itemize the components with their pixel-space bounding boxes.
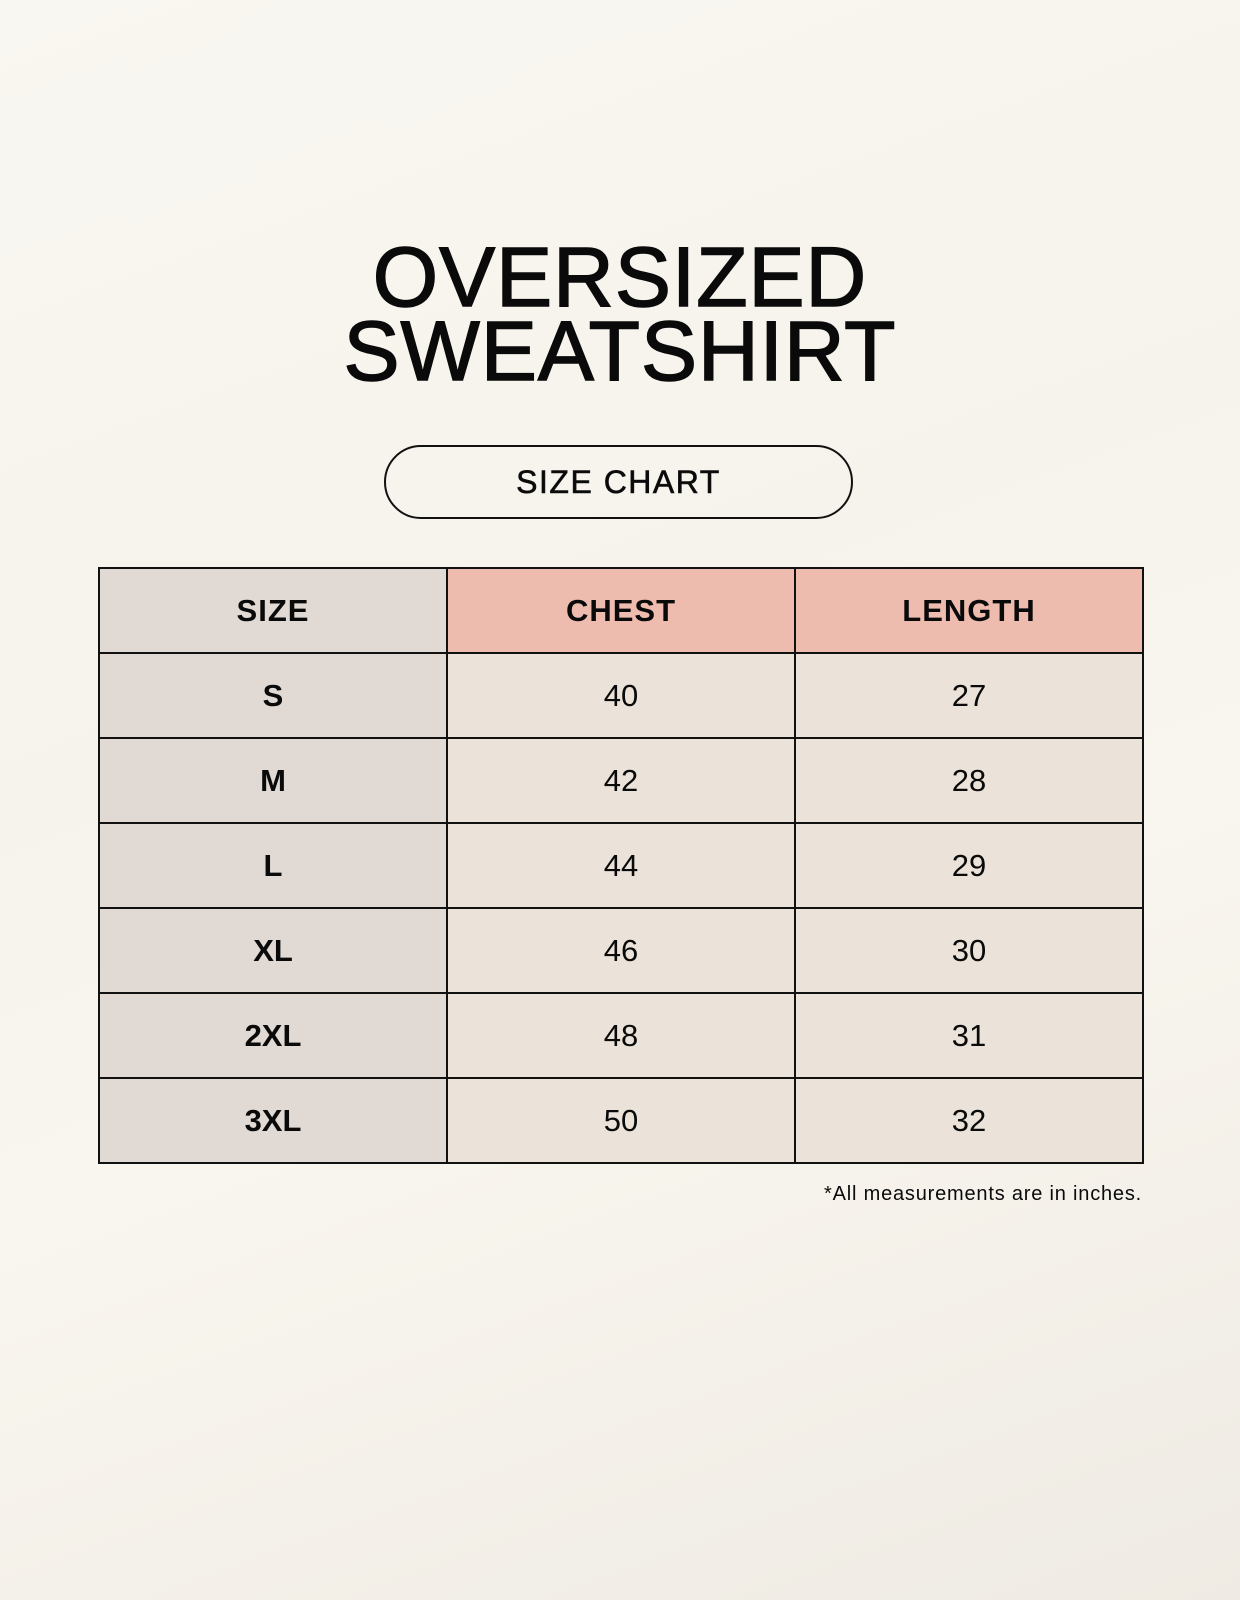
cell-length: 31	[794, 992, 1144, 1079]
page-title: OVERSIZED SWEATSHIRT	[0, 230, 1240, 398]
cell-size: 2XL	[98, 992, 448, 1079]
cell-length: 29	[794, 822, 1144, 909]
size-table: SIZE CHEST LENGTH S 40 27 M 42 28 L 44 29 XL 46 30 2…	[98, 567, 1144, 1164]
header-size: SIZE	[98, 567, 448, 654]
cell-size: S	[98, 652, 448, 739]
table-row: L 44 29	[98, 822, 1144, 909]
table-row: S 40 27	[98, 652, 1144, 739]
size-chart-badge: SIZE CHART	[384, 445, 853, 519]
cell-chest: 48	[446, 992, 796, 1079]
cell-size: XL	[98, 907, 448, 994]
cell-length: 27	[794, 652, 1144, 739]
cell-length: 28	[794, 737, 1144, 824]
table-row: 2XL 48 31	[98, 992, 1144, 1079]
header-chest: CHEST	[446, 567, 796, 654]
table-row: XL 46 30	[98, 907, 1144, 994]
cell-chest: 44	[446, 822, 796, 909]
footnote: *All measurements are in inches.	[824, 1183, 1142, 1205]
title-line-1: OVERSIZED	[372, 230, 868, 324]
table-row: M 42 28	[98, 737, 1144, 824]
cell-size: 3XL	[98, 1077, 448, 1164]
table-row: 3XL 50 32	[98, 1077, 1144, 1164]
cell-length: 32	[794, 1077, 1144, 1164]
cell-size: L	[98, 822, 448, 909]
header-length: LENGTH	[794, 567, 1144, 654]
table-header-row: SIZE CHEST LENGTH	[98, 567, 1144, 654]
cell-length: 30	[794, 907, 1144, 994]
cell-size: M	[98, 737, 448, 824]
cell-chest: 50	[446, 1077, 796, 1164]
cell-chest: 42	[446, 737, 796, 824]
cell-chest: 40	[446, 652, 796, 739]
title-line-2: SWEATSHIRT	[343, 304, 897, 398]
cell-chest: 46	[446, 907, 796, 994]
